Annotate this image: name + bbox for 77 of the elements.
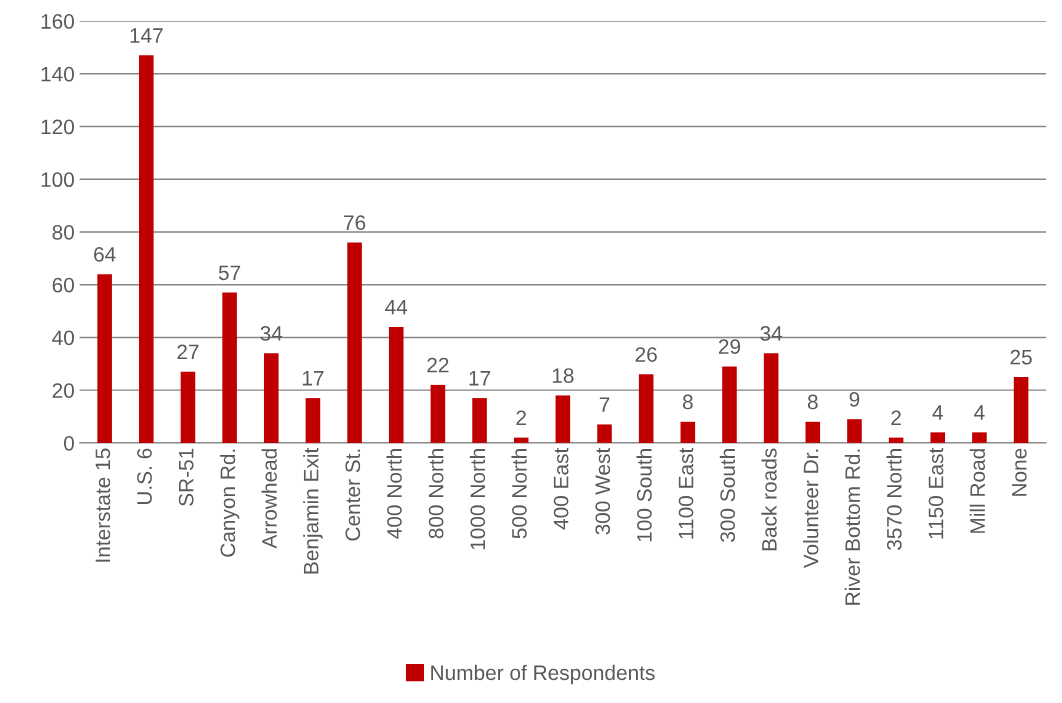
x-tick-label: 400 North bbox=[386, 449, 402, 539]
data-label: 7 bbox=[599, 397, 610, 412]
data-label: 57 bbox=[218, 265, 241, 281]
bar bbox=[180, 371, 196, 443]
y-tick-label: 20 bbox=[52, 383, 74, 398]
x-tick-label: 1150 East bbox=[928, 447, 944, 539]
x-tick-label: Back roads bbox=[761, 448, 777, 551]
x-tick-label: 800 North bbox=[428, 449, 444, 539]
data-label: 17 bbox=[469, 371, 491, 386]
y-tick-label: 120 bbox=[41, 119, 74, 135]
x-tick-label: 100 South bbox=[636, 449, 652, 542]
y-tick-label: 100 bbox=[41, 172, 74, 188]
x-tick-label: Interstate 15 bbox=[95, 448, 111, 562]
x-tick-label: 300 South bbox=[719, 449, 736, 542]
bar bbox=[388, 326, 404, 443]
data-label: 2 bbox=[516, 410, 526, 425]
bar bbox=[805, 421, 821, 443]
x-tick-label: None bbox=[1012, 448, 1027, 496]
bar bbox=[430, 384, 446, 443]
x-tick-label: 400 East bbox=[553, 447, 569, 530]
bar bbox=[305, 398, 321, 443]
data-label: 8 bbox=[807, 394, 818, 410]
bar bbox=[680, 421, 696, 443]
data-label: 9 bbox=[849, 391, 860, 407]
x-tick-label: Benjamin Exit bbox=[303, 447, 323, 574]
bar bbox=[513, 437, 529, 443]
data-label: 64 bbox=[94, 246, 116, 262]
x-tick-label: SR-51 bbox=[178, 448, 194, 506]
data-label: 29 bbox=[718, 339, 741, 354]
bar bbox=[597, 424, 612, 443]
data-label: 17 bbox=[302, 371, 324, 386]
data-label: 147 bbox=[130, 28, 163, 43]
bar bbox=[847, 419, 862, 443]
data-label: 44 bbox=[385, 299, 408, 315]
bar bbox=[347, 242, 362, 443]
x-tick-label: 1100 East bbox=[678, 447, 694, 539]
x-tick-label: Arrowhead bbox=[261, 449, 277, 549]
bar bbox=[139, 55, 154, 443]
bar bbox=[1013, 376, 1029, 443]
y-tick-label: 160 bbox=[41, 14, 74, 29]
x-tick-label: River Bottom Rd. bbox=[844, 449, 861, 605]
data-label: 25 bbox=[1010, 349, 1032, 365]
bar bbox=[472, 398, 487, 443]
y-tick-label: 60 bbox=[52, 277, 74, 293]
x-tick-label: Canyon Rd. bbox=[219, 449, 240, 557]
y-tick-label: 40 bbox=[52, 330, 74, 346]
bar bbox=[222, 292, 237, 443]
x-tick-label: Center St. bbox=[345, 449, 361, 541]
y-tick-label: 140 bbox=[41, 66, 74, 82]
x-tick-label: U.S. 6 bbox=[137, 448, 152, 505]
data-label: 76 bbox=[344, 215, 366, 231]
bar bbox=[930, 432, 946, 443]
x-tick-label: 500 North bbox=[511, 449, 527, 539]
data-label: 27 bbox=[177, 344, 199, 360]
x-tick-label: 1000 North bbox=[469, 449, 486, 550]
x-tick-label: 3570 North bbox=[886, 449, 902, 551]
y-tick-label: 80 bbox=[52, 224, 74, 240]
data-label: 8 bbox=[682, 394, 693, 410]
y-tick-label: 0 bbox=[64, 435, 74, 451]
bar bbox=[722, 366, 737, 443]
x-tick-label: 300 West bbox=[595, 447, 611, 535]
x-tick-label: Mill Road bbox=[969, 449, 986, 533]
bar bbox=[763, 353, 779, 443]
data-label: 18 bbox=[552, 368, 574, 383]
data-label: 4 bbox=[932, 405, 943, 420]
data-label: 22 bbox=[427, 357, 449, 373]
bar bbox=[263, 353, 279, 443]
bar bbox=[97, 274, 112, 443]
data-label: 2 bbox=[891, 410, 901, 425]
x-tick-label: Volunteer Dr. bbox=[803, 449, 819, 569]
bar bbox=[972, 432, 987, 443]
data-label: 26 bbox=[635, 347, 657, 362]
data-label: 4 bbox=[974, 405, 985, 420]
bar bbox=[555, 395, 571, 443]
bar bbox=[888, 437, 904, 443]
legend-label: Number of Respondents bbox=[431, 664, 655, 685]
bar bbox=[638, 374, 654, 443]
